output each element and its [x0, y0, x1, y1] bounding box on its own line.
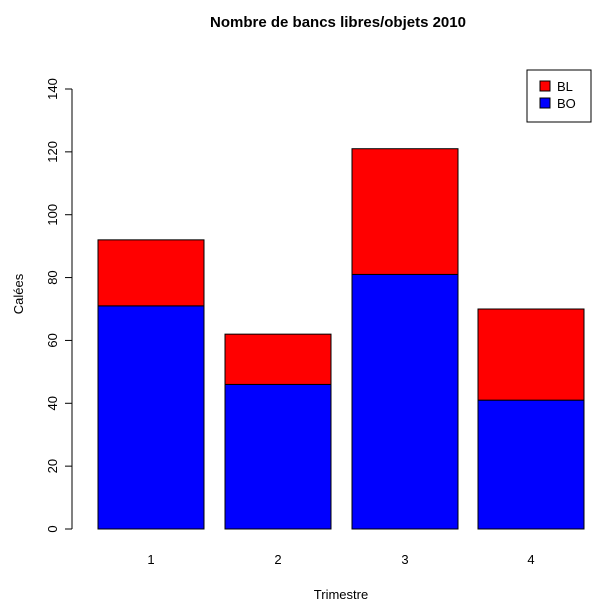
bar-bo-3	[351, 273, 459, 530]
x-tick-label: 1	[147, 552, 154, 567]
bars-layer	[97, 148, 585, 530]
x-axis-ticks: 1 2 3 4	[147, 552, 534, 567]
y-axis: 0 20 40 60 80 100 120 140	[45, 78, 73, 533]
x-tick-label: 4	[527, 552, 534, 567]
x-axis-label: Trimestre	[314, 587, 368, 602]
y-tick-label: 140	[45, 78, 60, 100]
y-tick-label: 40	[45, 396, 60, 410]
y-tick-label: 80	[45, 270, 60, 284]
x-tick-label: 2	[274, 552, 281, 567]
y-tick-label: 120	[45, 141, 60, 163]
y-tick-label: 0	[45, 525, 60, 532]
y-tick-label: 100	[45, 204, 60, 226]
bar-bl-3	[351, 148, 459, 275]
legend-label-bl: BL	[557, 79, 573, 94]
bar-bl-2	[224, 333, 332, 385]
legend-box	[526, 69, 592, 123]
chart-title: Nombre de bancs libres/objets 2010	[210, 14, 466, 31]
y-tick-label: 60	[45, 333, 60, 347]
bar-bl-4	[477, 308, 585, 401]
legend-swatch-bl	[539, 80, 551, 92]
y-axis-label: Calées	[11, 273, 26, 314]
bar-bo-2	[224, 383, 332, 530]
legend-swatch-bo	[539, 97, 551, 109]
x-tick-label: 3	[401, 552, 408, 567]
bar-bl-1	[97, 239, 205, 307]
bar-bo-4	[477, 399, 585, 530]
bar-bo-1	[97, 305, 205, 530]
legend: BL BO	[526, 69, 592, 123]
legend-label-bo: BO	[557, 96, 576, 111]
y-tick-label: 20	[45, 459, 60, 473]
